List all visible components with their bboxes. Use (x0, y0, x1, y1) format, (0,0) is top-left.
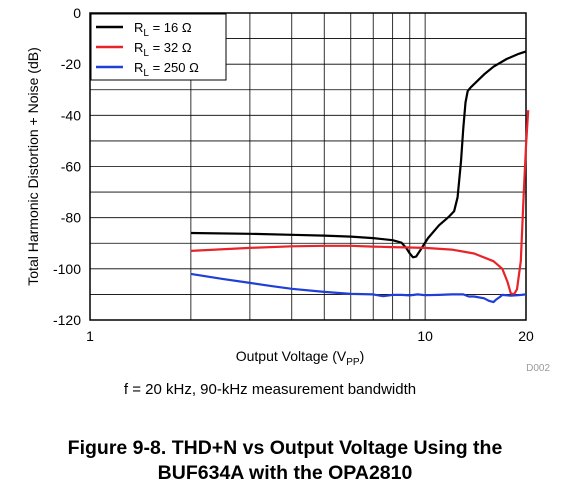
figure-caption: Figure 9-8. THD+N vs Output Voltage Usin… (0, 436, 570, 486)
legend-label: RL = 250 Ω (134, 60, 199, 79)
x-tick-label: 20 (518, 328, 534, 344)
x-tick-label: 10 (417, 328, 433, 344)
legend-box (90, 13, 227, 81)
legend: RL = 16 ΩRL = 32 ΩRL = 250 Ω (90, 13, 227, 81)
y-tick-label: -40 (61, 107, 81, 123)
measurement-note: f = 20 kHz, 90-kHz measurement bandwidth (123, 381, 417, 398)
x-axis-title-sub: PP (346, 357, 360, 368)
series-lines (190, 50, 530, 304)
figure-code: D002 (526, 363, 550, 374)
x-axis-title: Output Voltage (VPP) (236, 348, 365, 368)
x-axis-title-main: Output Voltage (V (236, 348, 347, 364)
series-line (190, 50, 527, 259)
tick-labels: 0 -20 -40 -60 -80 -100 -120 1 10 20 (53, 5, 534, 344)
legend-label: RL = 16 Ω (134, 20, 192, 39)
legend-label: RL = 32 Ω (134, 40, 192, 59)
caption-line-1: Figure 9-8. THD+N vs Output Voltage Usin… (67, 437, 503, 459)
y-tick-label: -80 (61, 210, 81, 226)
caption-line-2: BUF634A with the OPA2810 (157, 462, 413, 484)
y-axis-title: Total Harmonic Distortion + Noise (dB) (25, 47, 41, 285)
x-tick-label: 1 (86, 328, 94, 344)
grid (90, 13, 526, 320)
x-axis-title-end: ) (360, 348, 365, 364)
y-tick-label: -100 (53, 261, 81, 277)
y-tick-label: 0 (73, 5, 81, 21)
y-tick-label: -20 (61, 56, 81, 72)
y-tick-label: -60 (61, 159, 81, 175)
y-tick-label: -120 (53, 312, 81, 328)
series-line (190, 110, 530, 296)
series-line (190, 272, 527, 304)
